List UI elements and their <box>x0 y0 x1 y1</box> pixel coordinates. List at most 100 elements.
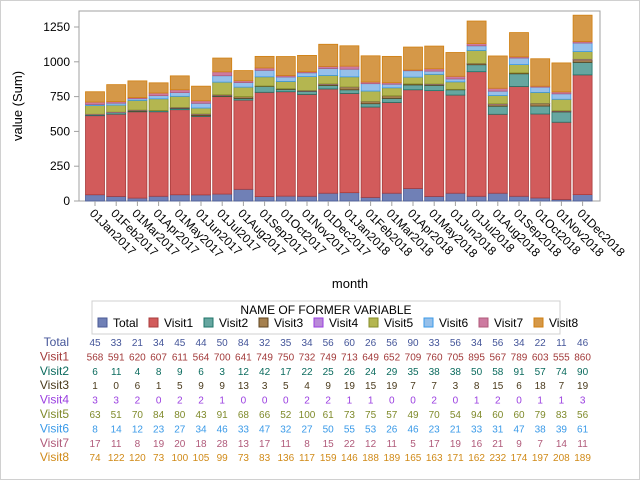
table-cell: 709 <box>405 352 422 363</box>
table-cell: 3 <box>113 396 119 407</box>
legend-swatch-visit3 <box>258 317 269 328</box>
table-cell: 189 <box>574 453 591 464</box>
bar-visit8-01Oct2017 <box>275 56 296 76</box>
table-cell: 3 <box>262 381 268 392</box>
table-cell: 22 <box>301 367 313 378</box>
bar-total-01Feb2018 <box>360 196 381 202</box>
table-cell: 0 <box>410 396 416 407</box>
table-row-label-visit1: Visit1 <box>40 349 69 363</box>
bar-visit2-01Mar2018 <box>381 98 402 103</box>
table-cell: 8 <box>304 439 310 450</box>
table-cell: 100 <box>299 410 316 421</box>
legend-swatch-visit2 <box>203 317 214 328</box>
table-cell: 32 <box>280 424 292 435</box>
bar-visit1-01May2017 <box>169 109 190 196</box>
legend-swatch-visit1 <box>148 317 159 328</box>
bar-visit2-01Apr2018 <box>403 84 423 91</box>
table-cell: 74 <box>89 453 101 464</box>
bar-visit5-01Sep2017 <box>254 76 275 87</box>
bar-total-01May2018 <box>424 196 445 202</box>
table-cell: 649 <box>362 352 379 363</box>
table-cell: 60 <box>513 410 525 421</box>
bar-visit6-01Aug2018 <box>487 90 508 96</box>
table-cell: 90 <box>407 338 419 349</box>
legend-label-total: Total <box>113 316 138 330</box>
bar-visit1-01Jan2017 <box>85 115 105 196</box>
table-cell: 34 <box>195 424 207 435</box>
table-cell: 35 <box>407 367 419 378</box>
table-cell: 6 <box>92 367 98 378</box>
table-cell: 23 <box>153 424 165 435</box>
table-cell: 105 <box>193 453 210 464</box>
table-cell: 5 <box>283 381 289 392</box>
table-cell: 162 <box>468 453 485 464</box>
bar-visit5-01Nov2018 <box>551 98 572 112</box>
table-cell: 1 <box>559 396 565 407</box>
table-cell: 19 <box>344 381 356 392</box>
table-cell: 591 <box>108 352 125 363</box>
bar-visit5-01May2017 <box>169 95 190 108</box>
bar-visit1-01Mar2018 <box>381 102 402 194</box>
table-cell: 61 <box>323 410 335 421</box>
bar-visit8-01Apr2018 <box>403 46 423 71</box>
bar-visit1-01Jul2018 <box>466 71 487 197</box>
bar-visit5-01Mar2018 <box>381 87 402 97</box>
bar-visit5-01Feb2018 <box>360 90 381 102</box>
bar-total-01Jun2017 <box>191 194 211 202</box>
table-row-label-visit4: Visit4 <box>40 393 69 407</box>
table-cell: 61 <box>577 424 589 435</box>
table-cell: 2 <box>198 396 204 407</box>
bar-visit2-01Aug2018 <box>487 105 508 115</box>
table-cell: 14 <box>556 439 568 450</box>
table-cell: 45 <box>174 338 186 349</box>
table-cell: 73 <box>344 410 356 421</box>
table-cell: 7 <box>410 381 416 392</box>
table-cell: 11 <box>387 439 398 450</box>
table-cell: 94 <box>471 410 483 421</box>
bar-visit5-01Dec2017 <box>318 75 339 85</box>
bar-total-01Aug2017 <box>233 188 254 202</box>
bar-visit2-01Nov2018 <box>551 111 572 123</box>
table-cell: 68 <box>238 410 250 421</box>
table-cell: 749 <box>320 352 337 363</box>
bar-total-01Jan2018 <box>339 192 360 202</box>
table-cell: 27 <box>174 424 186 435</box>
table-cell: 0 <box>453 396 459 407</box>
bar-visit1-01Apr2017 <box>148 111 169 197</box>
table-cell: 14 <box>111 424 123 435</box>
bar-visit2-01Nov2017 <box>297 90 317 95</box>
table-cell: 2 <box>495 396 501 407</box>
table-cell: 611 <box>172 352 188 363</box>
bar-visit6-01Jun2018 <box>445 78 466 83</box>
table-cell: 80 <box>174 410 186 421</box>
legend-label-visit8: Visit8 <box>549 316 578 330</box>
table-cell: 607 <box>150 352 167 363</box>
table-cell: 6 <box>135 381 141 392</box>
bar-visit1-01Jan2018 <box>339 93 360 194</box>
table-cell: 2 <box>431 396 437 407</box>
table-cell: 12 <box>238 367 250 378</box>
table-cell: 11 <box>577 439 588 450</box>
bar-visit1-01Nov2017 <box>297 93 317 197</box>
table-cell: 2 <box>325 396 331 407</box>
table-cell: 17 <box>429 439 441 450</box>
table-cell: 91 <box>217 410 229 421</box>
table-cell: 38 <box>429 367 441 378</box>
table-cell: 8 <box>92 424 98 435</box>
bar-visit1-01Oct2018 <box>530 113 551 199</box>
bar-visit6-01Sep2018 <box>509 57 529 65</box>
table-cell: 38 <box>535 424 547 435</box>
bar-visit5-01Apr2017 <box>148 98 169 111</box>
table-cell: 1 <box>156 381 162 392</box>
table-cell: 700 <box>214 352 231 363</box>
table-cell: 0 <box>113 381 119 392</box>
table-cell: 6 <box>198 367 204 378</box>
bar-visit5-01Oct2017 <box>275 81 296 90</box>
table-cell: 91 <box>513 367 525 378</box>
table-cell: 188 <box>362 453 379 464</box>
bar-total-01May2017 <box>169 194 190 202</box>
bar-visit7-01May2017 <box>169 89 190 93</box>
bar-total-01Feb2017 <box>106 196 127 202</box>
table-cell: 603 <box>532 352 549 363</box>
data-table: Total 45 33 21 34 45 44 50 84 32 35 34 56 60 26 56 90 33 5… <box>40 335 592 464</box>
